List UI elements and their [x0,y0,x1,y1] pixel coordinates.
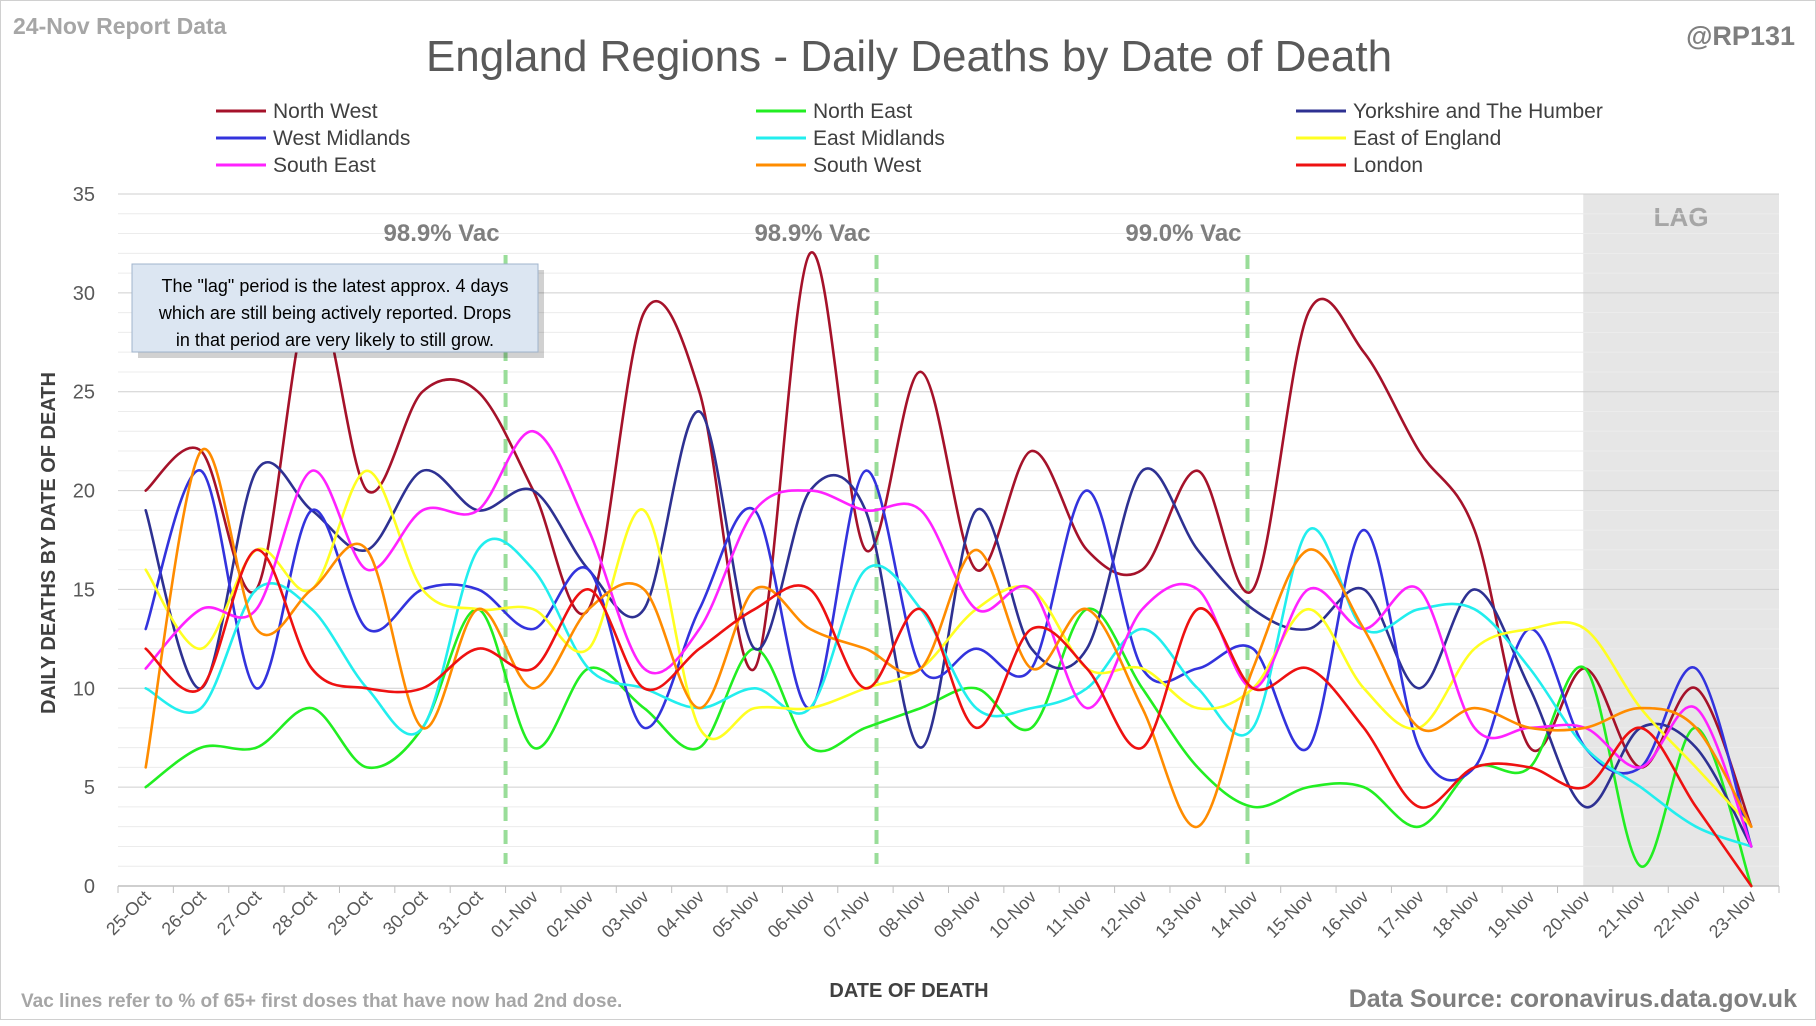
x-tick-label: 13-Nov [1151,887,1206,942]
series-lines [144,251,1753,888]
lag-note-line-3: in that period are very likely to still … [176,330,494,350]
legend-label-east-of-england: East of England [1353,127,1501,150]
gridlines [117,193,1780,893]
author-handle: @RP131 [1686,21,1795,51]
series-line-south-west [144,447,1753,829]
legend-label-yorkshire-and-the-humber: Yorkshire and The Humber [1353,100,1603,123]
lag-note-line-2: which are still being actively reported.… [158,303,511,323]
x-tick-label: 19-Nov [1484,887,1539,942]
vac-footnote: Vac lines refer to % of 65+ first doses … [21,991,622,1012]
series-line-yorkshire-and-the-humber [144,410,1753,848]
x-tick-label: 26-Oct [158,887,210,939]
vac-label: 99.0% Vac [1125,220,1241,247]
x-tick-labels: 25-Oct 26-Oct 27-Oct 28-Oct 29-Oct 30-Oct 31-O… [102,887,1760,942]
x-tick-label: 09-Nov [930,887,985,942]
x-tick-label: 06-Nov [764,887,819,942]
x-tick-label: 01-Nov [487,887,542,942]
legend-label-north-west: North West [273,100,378,123]
x-tick-label: 30-Oct [379,887,431,939]
lag-note-box: The "lag" period is the latest approx. 4… [131,263,544,358]
report-label: 24-Nov Report Data [13,13,227,39]
x-tick-label: 17-Nov [1373,887,1428,942]
y-tick-label: 20 [73,481,95,503]
legend: North West North East Yorkshire and The Hu… [216,100,1603,177]
y-tick-label: 15 [73,579,95,601]
vac-label: 98.9% Vac [384,220,500,247]
series-line-north-west [144,251,1753,828]
y-tick-label: 0 [84,876,95,898]
x-tick-label: 02-Nov [542,887,597,942]
x-tick-label: 25-Oct [102,887,154,939]
x-tick-label: 23-Nov [1705,887,1760,942]
y-tick-label: 35 [73,184,95,206]
x-tick-label: 28-Oct [268,887,320,939]
x-axis-title: DATE OF DEATH [829,980,988,1002]
legend-label-east-midlands: East Midlands [813,127,945,150]
x-tick-label: 16-Nov [1317,887,1372,942]
lag-label: LAG [1654,202,1709,232]
series-line-east-of-england [144,469,1753,828]
x-tick-label: 10-Nov [985,887,1040,942]
lag-note-line-1: The "lag" period is the latest approx. 4… [162,276,509,296]
x-tick-label: 05-Nov [708,887,763,942]
vaccination-lines: 98.9% Vac 98.9% Vac 99.0% Vac [384,220,1250,864]
legend-label-west-midlands: West Midlands [273,127,410,150]
y-tick-labels: 0 5 10 15 20 25 30 35 [73,184,95,898]
y-axis-title: DAILY DEATHS BY DATE OF DEATH [38,372,60,714]
x-tick-label: 03-Nov [598,887,653,942]
x-tick-label: 15-Nov [1262,887,1317,942]
legend-label-london: London [1353,154,1423,177]
x-tick-label: 07-Nov [819,887,874,942]
chart-title: England Regions - Daily Deaths by Date o… [426,32,1392,81]
x-tick-label: 31-Oct [434,887,486,939]
y-tick-label: 30 [73,283,95,305]
x-tick-label: 27-Oct [213,887,265,939]
x-tick-label: 21-Nov [1594,887,1649,942]
vac-label: 98.9% Vac [754,220,870,247]
x-tick-label: 29-Oct [324,887,376,939]
x-tick-label: 11-Nov [1042,887,1096,941]
series-line-london [144,548,1753,888]
legend-label-north-east: North East [813,100,912,123]
x-tick-label: 18-Nov [1428,887,1483,942]
x-tick-label: 14-Nov [1207,887,1262,942]
x-tick-label: 22-Nov [1650,887,1705,942]
data-source: Data Source: coronavirus.data.gov.uk [1349,985,1797,1013]
x-tick-label: 08-Nov [874,887,929,942]
legend-label-south-east: South East [273,154,376,177]
x-tick-label: 12-Nov [1096,887,1151,942]
series-line-north-east [144,607,1753,888]
y-tick-label: 5 [84,777,95,799]
x-tick-label: 04-Nov [653,887,708,942]
y-tick-label: 25 [73,382,95,404]
y-tick-label: 10 [73,678,95,700]
series-line-south-east [144,430,1753,848]
legend-label-south-west: South West [813,154,921,177]
x-tick-label: 20-Nov [1539,887,1594,942]
